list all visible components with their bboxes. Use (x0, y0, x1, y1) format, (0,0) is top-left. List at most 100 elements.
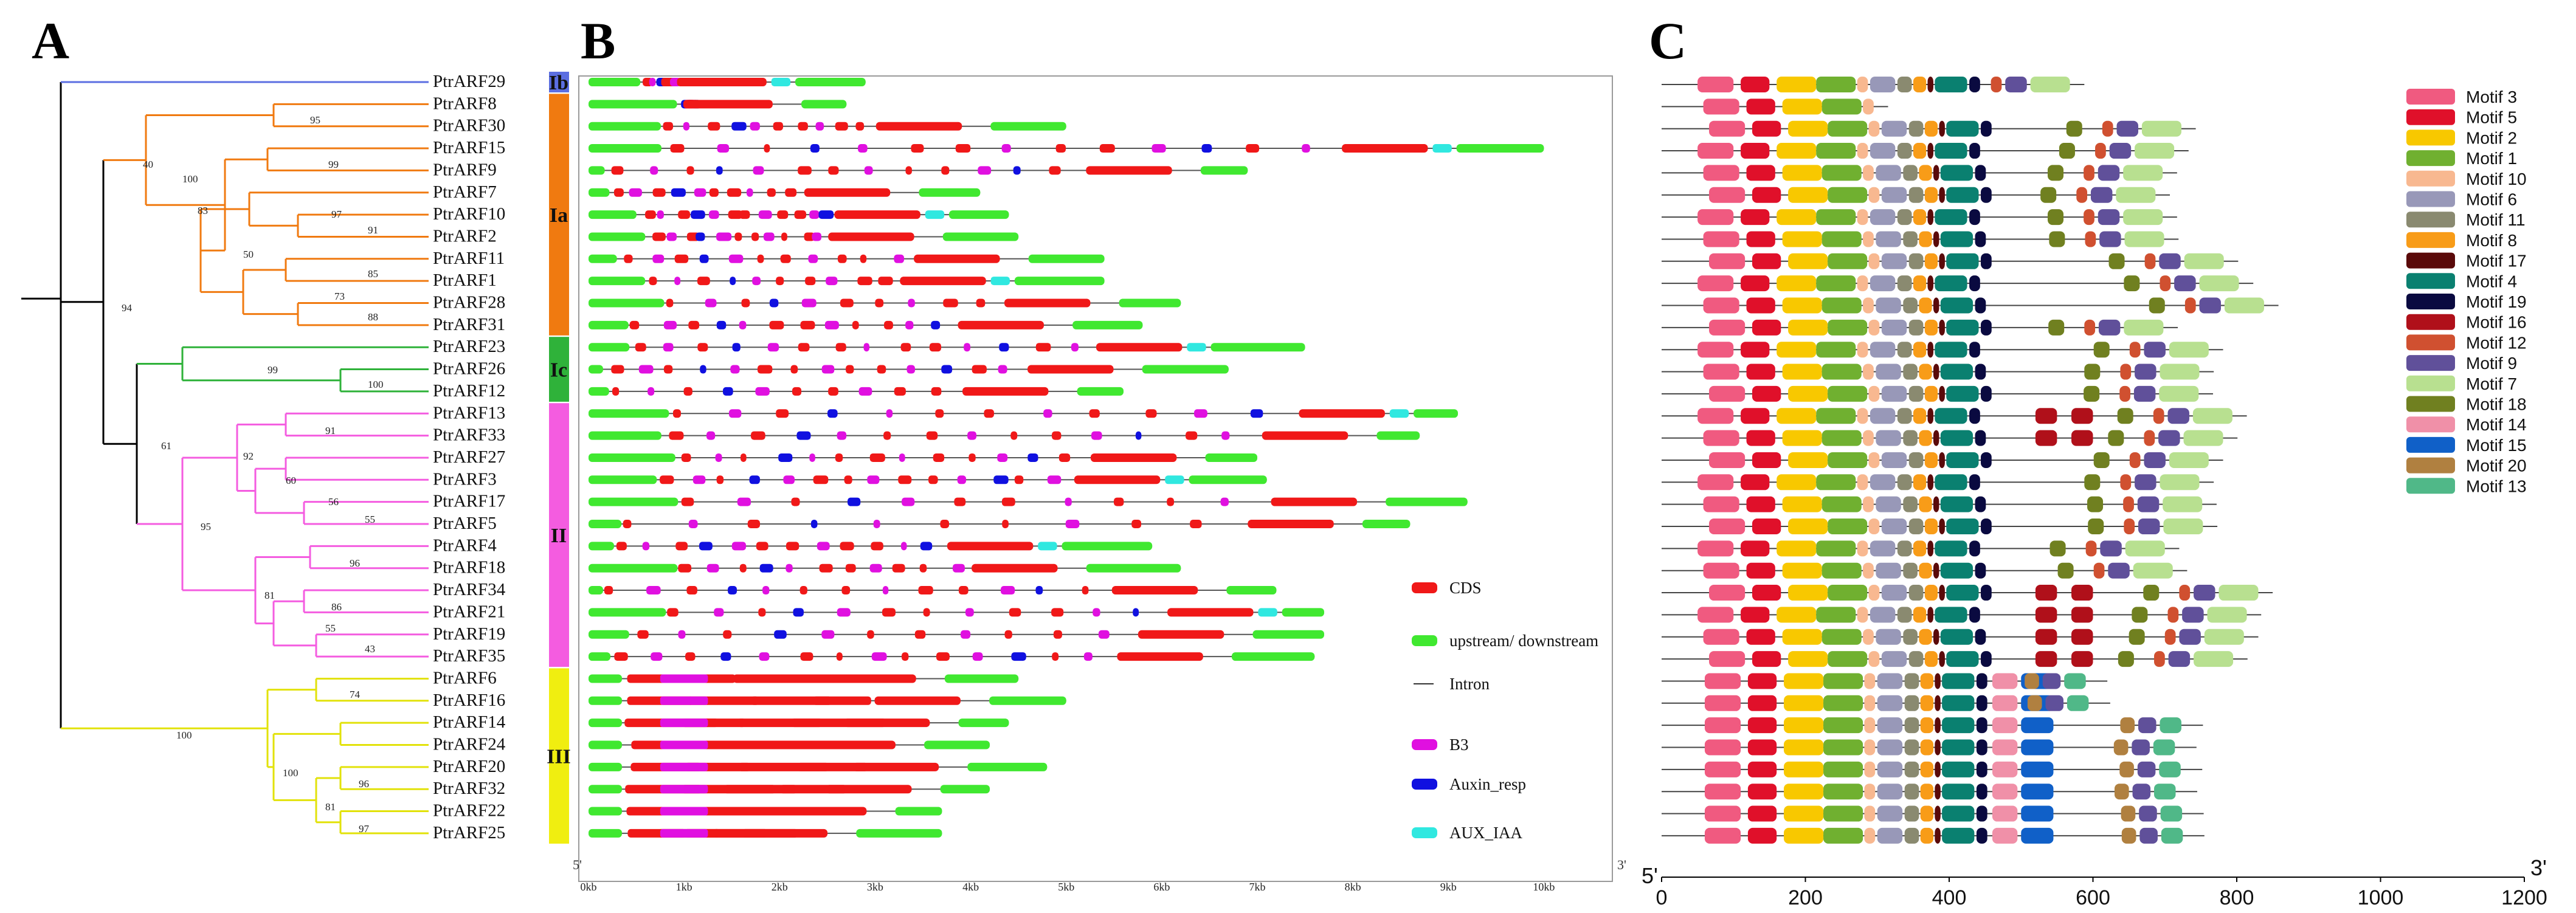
bootstrap-label: 96 (359, 778, 369, 790)
motif-row (1662, 651, 2248, 667)
exon-block (809, 210, 820, 219)
exon-block (900, 343, 911, 352)
motif-block (2117, 408, 2133, 424)
utr-block (589, 298, 665, 308)
motif-block (2159, 385, 2199, 402)
motif-block (2154, 651, 2165, 667)
exon-block (978, 166, 992, 175)
motif-block (1877, 673, 1903, 689)
exon-block (826, 277, 838, 286)
motif-block (1697, 77, 1734, 92)
motif-block (1933, 562, 1939, 579)
motif-block (1709, 651, 1746, 667)
utr-block (1086, 563, 1181, 573)
motif-block (2035, 629, 2057, 645)
utr-block (589, 409, 669, 418)
exon-block (700, 365, 706, 374)
legend-swatch (1412, 635, 1437, 646)
gene-structure-legend: CDS upstream/ downstream Intron B3 Auxin_res… (1412, 579, 1598, 842)
exon-block (773, 122, 783, 131)
exon-block (747, 188, 753, 197)
motif-row (1662, 629, 2259, 645)
motif-block (1933, 430, 1939, 446)
motif-block (2109, 143, 2132, 159)
motif-block (2153, 408, 2164, 424)
motif-legend-label: Motif 2 (2466, 128, 2517, 147)
motif-block (1881, 651, 1907, 667)
motif-block (1919, 430, 1932, 446)
motif-block (1935, 77, 1967, 92)
gene-structure-row (589, 320, 1143, 329)
motif-block (1782, 363, 1822, 380)
motif-block (1704, 739, 1741, 756)
motif-block (2084, 363, 2101, 380)
motif-row (1662, 120, 2196, 137)
motif-block (1927, 275, 1933, 292)
motif-row (1662, 165, 2177, 181)
motif-legend-label: Motif 17 (2466, 252, 2527, 270)
motif-block (2071, 585, 2093, 601)
tree-gene-label: PtrARF4 (433, 536, 497, 555)
motif-block (1897, 209, 1912, 226)
exon-block (821, 630, 835, 639)
motif-block (2071, 651, 2093, 667)
motif-block (1933, 629, 1939, 645)
motif-block (1942, 673, 1975, 689)
gene-structure-frame (578, 75, 1613, 882)
motif-block (2085, 540, 2097, 557)
motif-block (1777, 607, 1817, 623)
exon-block (1145, 409, 1157, 418)
motif-axis: 0 200 400 600 800 1000 1200 5' 3' (1642, 855, 2547, 909)
utr-block (589, 365, 603, 374)
motif-block (1828, 385, 1868, 402)
motif-block (1782, 165, 1822, 181)
exon-block (867, 475, 880, 484)
exon-block (812, 696, 871, 705)
motif-block (1777, 143, 1817, 159)
exon-block (952, 563, 965, 573)
motif-block (1940, 629, 1973, 645)
motif-block (1823, 695, 1863, 711)
motif-block (2066, 120, 2082, 137)
motif-block (1881, 519, 1907, 534)
exon-block (741, 453, 747, 462)
motif-row (1662, 408, 2247, 424)
motif-block (1908, 585, 1924, 601)
subfamily-label: II (551, 525, 567, 547)
motif-block (1913, 143, 1927, 159)
exon-block (692, 475, 706, 484)
exon-block (731, 542, 746, 551)
exon-block (663, 365, 673, 374)
exon-block (837, 608, 851, 617)
motif-block (1704, 805, 1741, 822)
exon-block (694, 188, 706, 197)
subfamily-bar (549, 94, 569, 336)
motif-row (1662, 187, 2170, 203)
motif-block (1913, 275, 1927, 292)
exon-block (688, 520, 698, 528)
motif-block (2095, 143, 2106, 159)
bootstrap-label: 81 (264, 590, 275, 601)
motif-block (2167, 607, 2179, 623)
exon-block (652, 254, 665, 263)
motif-block (1697, 143, 1734, 159)
motif-block (1881, 452, 1907, 468)
domain-block (660, 740, 708, 749)
tree-gene-label: PtrARF10 (433, 204, 505, 224)
motif-block (1976, 805, 1987, 822)
exon-block (758, 608, 766, 617)
motif-block (1933, 165, 1939, 181)
exon-block (794, 210, 806, 219)
subfamily-bar (549, 668, 569, 844)
motif-block (2048, 209, 2064, 226)
motif-block (1741, 143, 1770, 159)
motif-block (1870, 275, 1896, 292)
utr-block (589, 829, 622, 838)
utr-block (589, 674, 622, 683)
bootstrap-label: 55 (365, 514, 375, 525)
domain-block (925, 210, 945, 219)
motif-block (2160, 363, 2200, 380)
motif-legend-swatch (2406, 375, 2455, 391)
exon-block (723, 387, 733, 396)
